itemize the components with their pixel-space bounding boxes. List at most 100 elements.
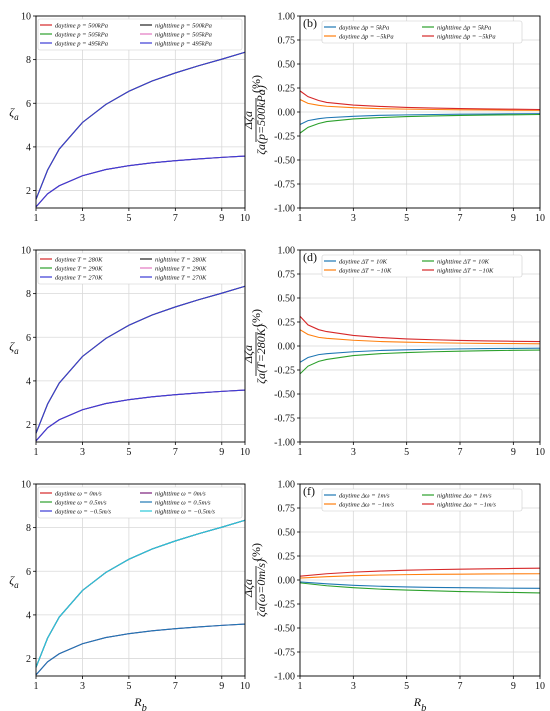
y-tick-label: 1.00 <box>278 480 296 491</box>
series-line-5 <box>35 623 246 676</box>
x-tick-label: 9 <box>511 681 516 692</box>
x-tick-label: 10 <box>535 213 545 224</box>
y-label-denominator: ζa(T=280K) <box>254 324 268 384</box>
y-tick-label: 0.25 <box>278 318 296 329</box>
series-line-4 <box>35 155 246 208</box>
series-line-6 <box>35 389 246 442</box>
y-tick-label: 10 <box>21 12 31 23</box>
series-line-2 <box>35 51 246 200</box>
y-tick-label: 0.25 <box>278 84 296 95</box>
x-tick-label: 3 <box>351 213 356 224</box>
x-tick-label: 9 <box>219 681 224 692</box>
x-tick-label: 10 <box>535 447 545 458</box>
legend-label: daytime ω = 0.5m/s <box>55 499 107 506</box>
legend-label: nighttime ΔT = 10K <box>437 258 490 265</box>
series-line-2 <box>299 329 541 345</box>
legend-label: nighttime Δω = 1m/s <box>437 492 492 499</box>
y-tick-label: 0.00 <box>278 576 296 587</box>
y-label-numerator: Δζa <box>241 111 255 130</box>
x-tick-label: 9 <box>511 447 516 458</box>
series-line-4 <box>35 389 246 442</box>
x-tick-label: 3 <box>351 447 356 458</box>
legend-label: daytime T = 270K <box>55 274 103 281</box>
series-line-2 <box>35 519 246 668</box>
chart-panel-4: 1 3 5 7 9 10 -1.00 -0.75 -0.50 -0.25 0.00 0.25 0.50 0… <box>241 246 545 459</box>
x-tick-label: 1 <box>34 213 39 224</box>
legend-label: nighttime ΔT = −10K <box>437 267 494 274</box>
y-tick-label: 0.50 <box>278 528 296 539</box>
x-tick-label: 10 <box>240 447 250 458</box>
x-tick-label: 9 <box>511 213 516 224</box>
y-tick-label: -0.50 <box>274 390 295 401</box>
x-tick-label: 5 <box>126 447 131 458</box>
legend-label: daytime ΔT = 10K <box>339 258 388 265</box>
axis-label: ζa <box>9 105 19 122</box>
axis-label: Rb <box>133 695 147 711</box>
y-label-denominator: ζa(ω=0m/s) <box>254 559 268 617</box>
y-tick-label: 1.00 <box>278 12 296 23</box>
x-tick-label: 7 <box>458 447 463 458</box>
legend-box <box>321 20 523 44</box>
axis-label: ζa <box>9 339 19 356</box>
series-line-6 <box>35 155 246 208</box>
x-tick-label: 1 <box>34 447 39 458</box>
legend-label: nighttime ω = −0.5m/s <box>155 508 215 515</box>
x-tick-label: 1 <box>298 213 303 224</box>
panel-label: (f) <box>303 484 315 498</box>
legend-label: daytime Δp = −5kPa <box>339 33 394 40</box>
x-tick-label: 5 <box>404 681 409 692</box>
x-tick-label: 5 <box>126 681 131 692</box>
x-tick-label: 9 <box>219 213 224 224</box>
series-line-3 <box>299 113 541 134</box>
legend-label: daytime p = 500kPa <box>55 22 108 29</box>
legend-label: nighttime T = 280K <box>155 256 207 263</box>
legend-label: daytime T = 290K <box>55 265 103 272</box>
y-tick-label: -0.75 <box>274 414 295 425</box>
chart-panel-2: 1 3 5 7 9 10 -1.00 -0.75 -0.50 -0.25 0.00 0.25 0.50 0… <box>241 12 545 225</box>
y-tick-label: 6 <box>26 99 31 110</box>
y-tick-label: -0.25 <box>274 366 295 377</box>
y-tick-label: 6 <box>26 333 31 344</box>
y-tick-label: -1.00 <box>274 438 295 449</box>
legend-label: nighttime p = 495kPa <box>155 40 212 47</box>
series-line-3 <box>35 51 246 200</box>
x-tick-label: 3 <box>80 681 85 692</box>
y-tick-label: 6 <box>26 567 31 578</box>
plot-frame <box>35 15 246 209</box>
axis-label: ζa <box>9 573 19 590</box>
legend-label: nighttime Δω = −1m/s <box>437 501 496 508</box>
y-label-denominator: ζa(p=500kPa) <box>254 85 268 155</box>
legend-label: nighttime Δp = 5kPa <box>437 24 491 31</box>
y-tick-label: -0.50 <box>274 624 295 635</box>
x-tick-label: 3 <box>80 447 85 458</box>
y-tick-label: 10 <box>21 480 31 491</box>
x-tick-label: 7 <box>173 681 178 692</box>
legend-label: nighttime T = 290K <box>155 265 207 272</box>
series-line-1 <box>299 113 541 125</box>
y-tick-label: 0.00 <box>278 342 296 353</box>
y-tick-label: -1.00 <box>274 204 295 215</box>
x-tick-label: 3 <box>80 213 85 224</box>
x-tick-label: 7 <box>458 213 463 224</box>
legend-box <box>321 254 523 278</box>
series-line-5 <box>35 155 246 208</box>
y-tick-label: 0.50 <box>278 294 296 305</box>
y-label-unit: (%) <box>249 75 263 93</box>
y-axis-label: Δζa ζa(ω=0m/s)(%) <box>241 543 268 617</box>
x-tick-label: 5 <box>404 447 409 458</box>
series-line-1 <box>35 51 246 200</box>
series-line-1 <box>299 347 541 363</box>
legend-label: nighttime Δp = −5kPa <box>437 33 496 40</box>
plot-frame <box>35 483 246 677</box>
legend-label: daytime ΔT = −10K <box>339 267 392 274</box>
legend-label: daytime p = 505kPa <box>55 31 108 38</box>
legend-label: daytime Δω = 1m/s <box>339 492 390 499</box>
y-tick-label: 0.75 <box>278 36 296 47</box>
y-label-unit: (%) <box>249 309 263 327</box>
y-tick-label: 4 <box>26 610 31 621</box>
x-tick-label: 7 <box>173 213 178 224</box>
legend-label: daytime p = 495kPa <box>55 40 108 47</box>
legend-label: daytime ω = 0m/s <box>55 490 102 497</box>
